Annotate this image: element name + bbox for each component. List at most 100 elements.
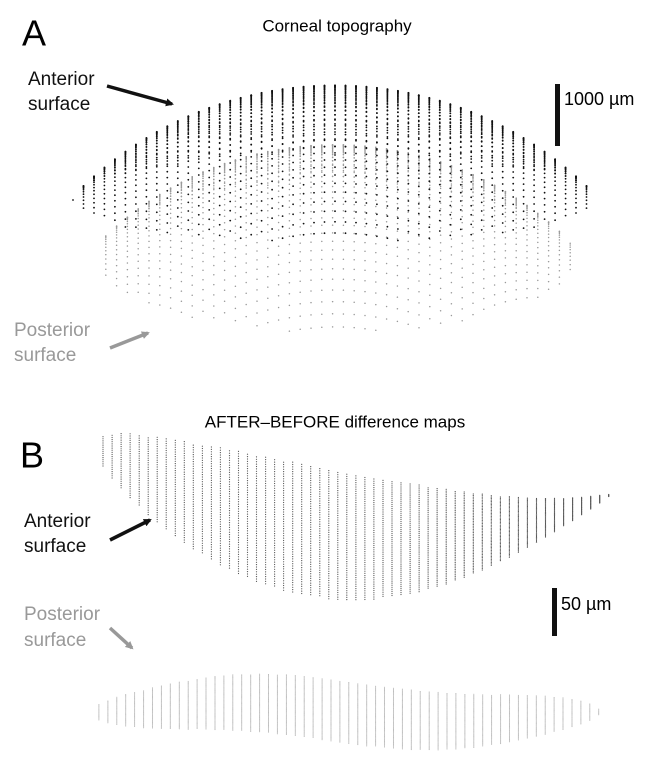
surface-point <box>353 279 355 281</box>
surface-point <box>397 167 399 169</box>
surface-point <box>382 486 383 487</box>
surface-point <box>130 493 131 494</box>
surface-point <box>213 256 215 258</box>
surface-point <box>353 147 355 149</box>
surface-point <box>310 171 312 173</box>
surface-point <box>319 537 320 538</box>
surface-point <box>105 241 107 243</box>
surface-point <box>283 495 284 496</box>
surface-point <box>321 176 323 178</box>
surface-point <box>247 516 248 517</box>
surface-point <box>375 316 377 318</box>
surface-point <box>139 451 140 452</box>
surface-point <box>460 209 462 211</box>
surface-point <box>332 167 334 169</box>
surface-point <box>364 260 366 262</box>
surface-point <box>202 450 203 451</box>
surface-point <box>202 455 203 456</box>
surface-point <box>502 134 504 136</box>
surface-point <box>292 551 293 552</box>
surface-point <box>274 526 275 527</box>
surface-point <box>334 131 336 133</box>
surface-point <box>229 524 230 525</box>
surface-point <box>387 114 389 116</box>
surface-point <box>220 521 221 522</box>
surface-point <box>319 514 320 515</box>
surface-point <box>364 545 365 546</box>
surface-point <box>166 452 167 453</box>
surface-point <box>310 494 311 495</box>
surface-point <box>386 283 388 285</box>
surface-point <box>575 178 577 180</box>
surface-point <box>397 189 399 191</box>
surface-point <box>319 503 320 504</box>
surface-point <box>278 246 280 248</box>
surface-point <box>282 237 284 239</box>
surface-point <box>187 172 189 174</box>
surface-point <box>229 210 231 212</box>
surface-point <box>283 485 284 486</box>
surface-point <box>181 222 183 224</box>
surface-point <box>139 442 140 443</box>
surface-point <box>407 258 409 260</box>
surface-point <box>229 460 230 461</box>
surface-point <box>187 155 189 157</box>
surface-point <box>265 519 266 520</box>
surface-point <box>289 220 291 222</box>
surface-point <box>310 147 312 149</box>
surface-point <box>502 177 504 179</box>
surface-point <box>328 580 329 581</box>
surface-point <box>523 159 525 161</box>
surface-point <box>202 457 203 458</box>
surface-point <box>494 195 496 197</box>
surface-point <box>292 558 293 559</box>
surface-point <box>346 590 347 591</box>
surface-point <box>449 159 451 161</box>
surface-point <box>292 547 293 548</box>
surface-point <box>229 505 230 506</box>
surface-point <box>159 304 161 306</box>
surface-point <box>303 95 305 97</box>
surface-point <box>407 288 409 290</box>
surface-point <box>229 230 231 232</box>
surface-point <box>265 535 266 536</box>
surface-point <box>355 134 357 136</box>
surface-point <box>310 538 311 539</box>
surface-point <box>292 169 294 171</box>
surface-point <box>247 535 248 536</box>
surface-point <box>343 249 345 251</box>
surface-point <box>170 193 172 195</box>
surface-point <box>418 116 420 118</box>
surface-point <box>418 104 420 106</box>
surface-point <box>139 482 140 483</box>
surface-point <box>366 234 368 236</box>
surface-point <box>202 311 204 313</box>
surface-point <box>355 597 356 598</box>
surface-point <box>328 525 329 526</box>
surface-point <box>229 474 230 475</box>
surface-point <box>93 212 95 214</box>
surface-point <box>429 318 431 320</box>
surface-point <box>166 514 167 515</box>
surface-point <box>523 146 525 148</box>
surface-point <box>139 460 140 461</box>
surface-point <box>283 509 284 510</box>
surface-point <box>175 475 176 476</box>
surface-point <box>175 461 176 462</box>
surface-point <box>544 162 546 164</box>
surface-point <box>289 244 291 246</box>
surface-point <box>346 563 347 564</box>
surface-point <box>544 186 546 188</box>
surface-point <box>382 533 383 534</box>
surface-point <box>461 187 463 189</box>
surface-point <box>491 150 493 152</box>
surface-point <box>310 314 312 316</box>
surface-point <box>319 581 320 582</box>
surface-point <box>494 294 496 296</box>
surface-point <box>397 285 399 287</box>
surface-point <box>191 198 193 200</box>
surface-point <box>299 280 301 282</box>
surface-point <box>337 585 338 586</box>
surface-point <box>324 159 326 161</box>
surface-point <box>548 267 550 269</box>
